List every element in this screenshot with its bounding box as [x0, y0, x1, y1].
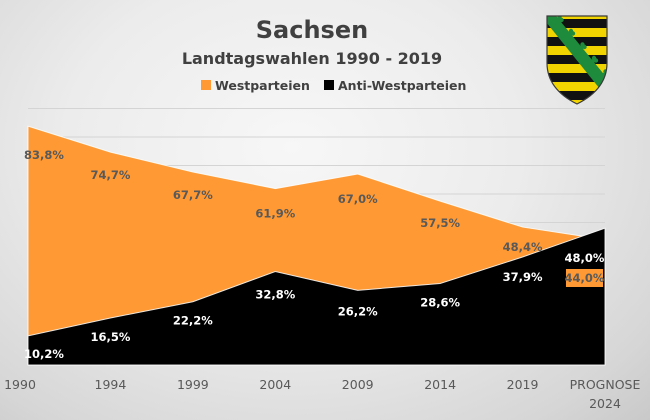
x-tick-label: 2024	[589, 396, 621, 411]
legend: Westparteien Anti-Westparteien	[201, 78, 466, 93]
legend-swatch-anti-westparteien	[324, 80, 334, 90]
area-anti-westparteien	[27, 227, 606, 366]
emblem-leaf	[567, 32, 572, 37]
data-label-westparteien: 67,0%	[338, 192, 378, 206]
chart-title: Sachsen	[256, 16, 368, 44]
data-label-westparteien: 83,8%	[24, 148, 64, 162]
x-tick-label: 2004	[259, 377, 291, 392]
data-label-anti-westparteien: 16,5%	[90, 330, 130, 344]
emblem-leaf	[590, 59, 595, 64]
chart-subtitle: Landtagswahlen 1990 - 2019	[182, 49, 442, 68]
x-tick-label: 2014	[424, 377, 456, 392]
legend-label-anti-westparteien: Anti-Westparteien	[338, 78, 466, 93]
data-label-anti-westparteien: 32,8%	[255, 288, 295, 302]
data-label-westparteien: 61,9%	[255, 207, 295, 221]
data-label-westparteien: 48,4%	[503, 240, 543, 254]
emblem-stripe	[547, 91, 607, 100]
data-label-westparteien: 74,7%	[90, 168, 130, 182]
plot-areas	[27, 125, 606, 366]
x-tick-label: 1990	[4, 377, 36, 392]
x-tick-label: PROGNOSE	[570, 377, 641, 392]
data-label-westparteien: 67,7%	[173, 188, 213, 202]
x-tick-label: 1994	[95, 377, 127, 392]
data-label-anti-westparteien: 37,9%	[503, 270, 543, 284]
data-label-anti-westparteien: 22,2%	[173, 314, 213, 328]
emblem-leaf	[568, 28, 574, 34]
x-tick-label: 1999	[177, 377, 209, 392]
emblem-leaf	[580, 42, 585, 47]
emblem-stripe	[547, 73, 607, 82]
legend-swatch-westparteien	[201, 80, 211, 90]
x-axis-ticks: 1990 1994 1999 2004 2009 2014 2019 PROGNOSE 2024	[4, 377, 640, 411]
x-tick-label: 2019	[507, 377, 539, 392]
data-label-westparteien: 57,5%	[420, 216, 460, 230]
legend-label-westparteien: Westparteien	[215, 78, 310, 93]
data-label-background	[566, 269, 603, 287]
emblem-leaf	[578, 45, 584, 51]
emblem-leaf	[555, 18, 561, 24]
data-label-anti-westparteien: 10,2%	[24, 347, 64, 361]
data-label-anti-westparteien: 26,2%	[338, 304, 378, 318]
x-tick-label: 2009	[342, 377, 374, 392]
data-label-anti-westparteien: 48,0%	[565, 251, 605, 265]
data-label-anti-westparteien: 28,6%	[420, 295, 460, 309]
data-label-westparteien: 44,0%	[565, 271, 605, 285]
emblem-stripe	[547, 19, 607, 28]
coat-of-arms-icon	[546, 15, 608, 105]
data-labels: 83,8% 74,7% 67,7% 61,9% 67,0% 57,5% 48,4% 44,0%…	[24, 148, 605, 361]
emblem-leaf	[591, 55, 597, 61]
